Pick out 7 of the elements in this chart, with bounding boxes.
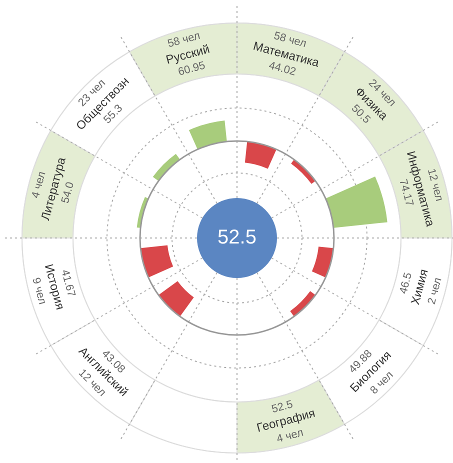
data-label: 46.5 xyxy=(398,271,415,296)
text: 52.5 xyxy=(218,226,256,249)
data-label: 4 чел xyxy=(275,426,305,446)
data-label: 52.5 xyxy=(270,398,294,416)
data-label: 9 чел xyxy=(30,276,48,306)
data-label: 41.67 xyxy=(58,268,78,298)
data-label: 2 чел xyxy=(426,276,444,306)
